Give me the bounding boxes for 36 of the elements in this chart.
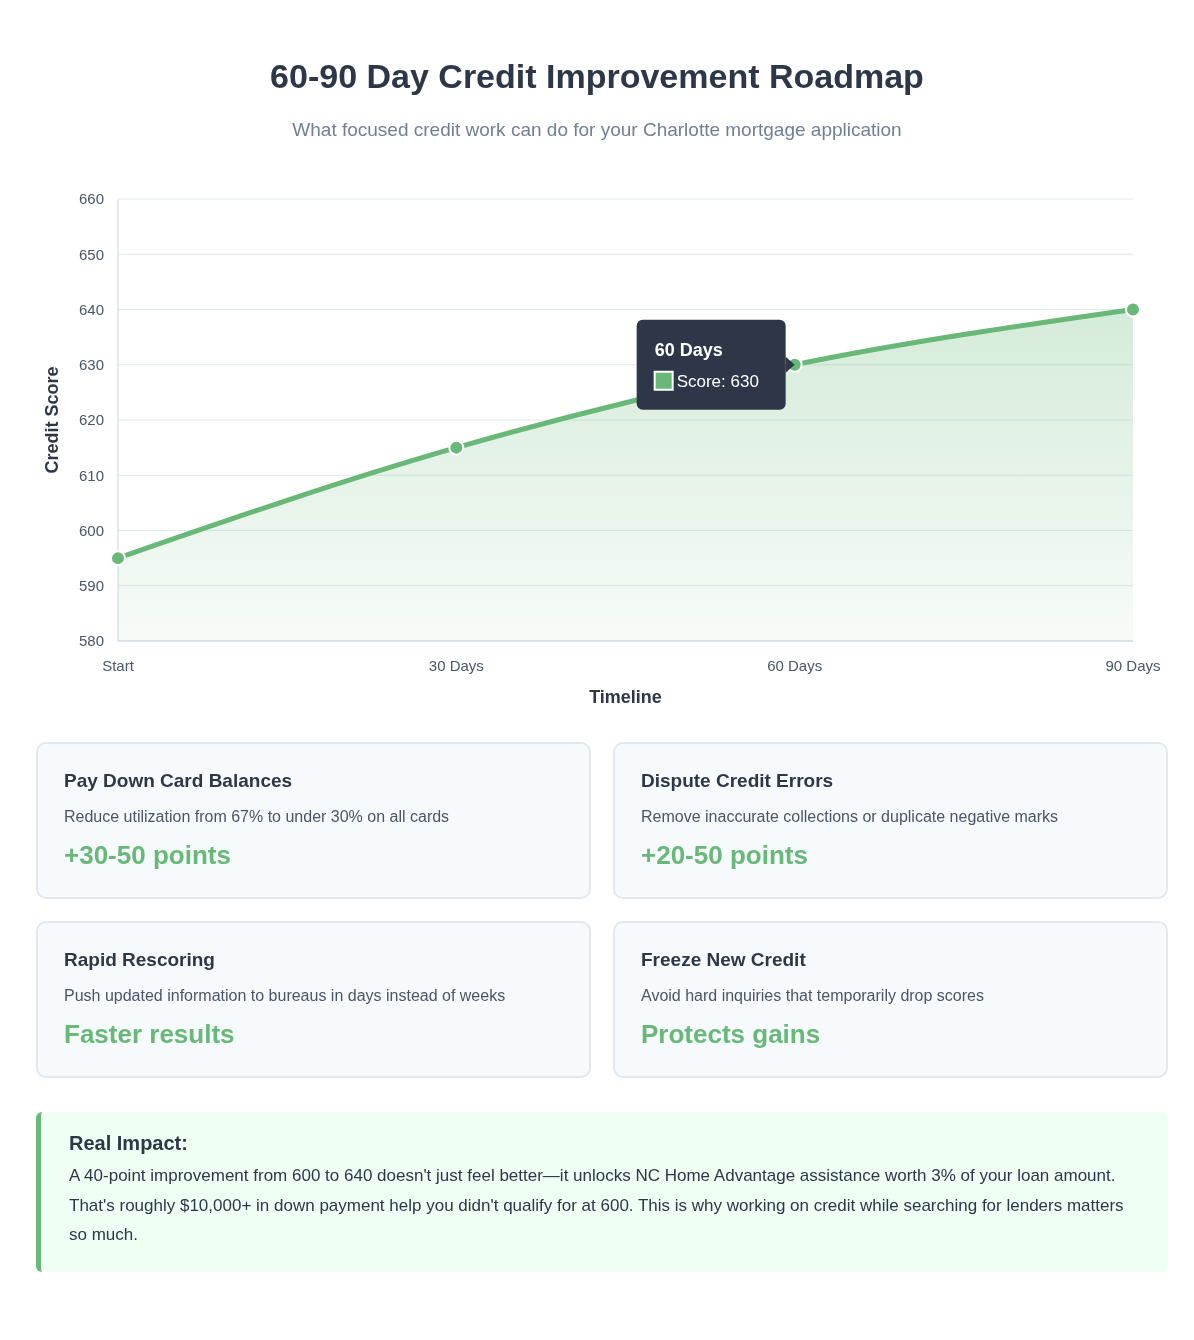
point [1125,301,1141,318]
y-tick-label: 630 [78,356,104,373]
chart-subtitle: What focused credit work can do for your Charlotte mortgage application [292,119,902,140]
text: Real Impact: [69,1132,189,1155]
y-tick-label: 620 [78,411,104,429]
text: Dispute Credit Errors [641,770,835,792]
x-tick-label: 60 Days [767,657,823,674]
text: Protects gains [641,1019,822,1050]
y-tick-label: 590 [78,577,104,594]
chart-title: 60-90 Day Credit Improvement Roadmap [270,57,924,95]
y-axis-title: Credit Score [42,366,62,474]
text: Faster results [64,1019,236,1050]
text: Pay Down Card Balances [64,770,294,792]
text: Freeze New Credit [641,949,807,971]
text: Push updated information to bureaus in days instead of weeks [64,986,507,1006]
y-tick-label: 600 [78,521,104,539]
point [110,550,126,567]
point [448,439,465,456]
y-tick-label: 610 [78,466,104,484]
tooltip: 60 Days Score: 630 [636,319,795,410]
text: Remove inaccurate collections or duplicate negative marks [641,807,1060,827]
y-tick-label: 650 [78,245,104,263]
x-tick-label: 30 Days [428,657,484,674]
x-tick-label: Start [102,657,135,674]
x-axis-title: Timeline [589,687,662,707]
y-tick-label: 580 [78,632,104,650]
annotation: 60 Days Score: 630 [654,339,759,391]
text: Rapid Rescoring [64,949,216,971]
text: +20-50 points [641,840,809,871]
x-tick-label: 90 Days [1105,657,1161,674]
text: +30-50 points [64,840,232,871]
y-tick-label: 640 [78,300,104,318]
y-tick-label: 660 [78,190,104,208]
text: A 40-point improvement from 600 to 640 doesn't just feel better—it unlocks NC Home Advantage assistance worth 3% of your loan amount. That's roughly $10,000+ in down payment help you didn't qualify for at 600. This is why working on credit while searching for lenders matters so much. [69,1165,1125,1246]
text: Reduce utilization from 67% to under 30% on all cards [64,807,451,827]
text: Avoid hard inquiries that temporarily drop scores [641,986,985,1006]
